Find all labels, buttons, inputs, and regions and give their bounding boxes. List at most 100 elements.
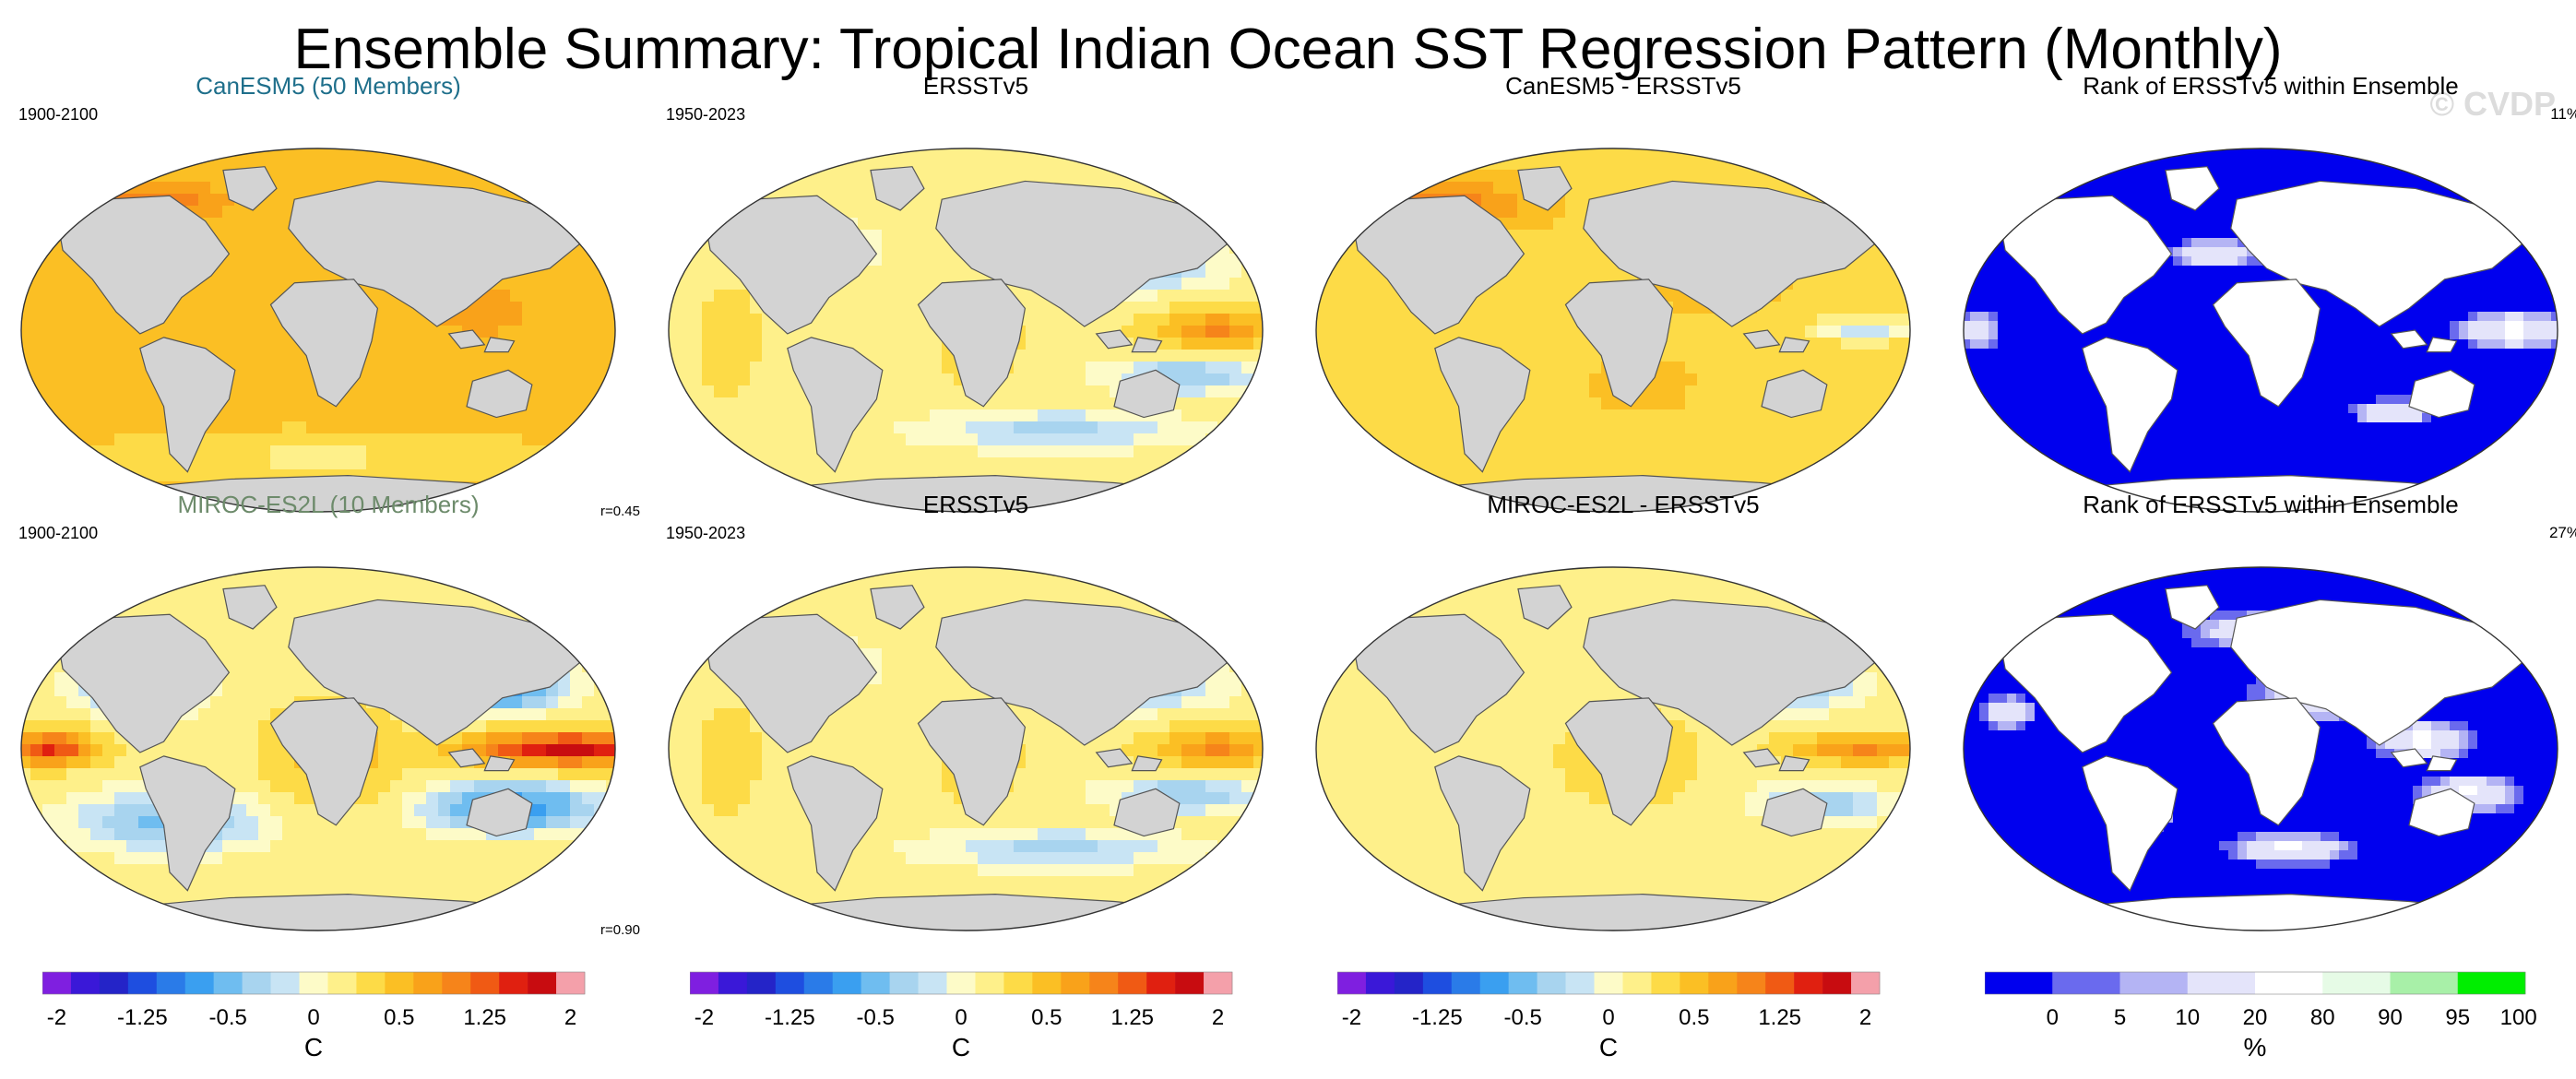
field-cell [1889,302,1902,314]
field-cell [354,397,367,410]
field-cell [2145,275,2155,285]
field-cell [738,385,751,398]
field-cell [138,397,151,410]
field-cell [378,445,391,458]
field-cell [294,362,307,374]
field-cell [870,290,883,302]
field-cell [870,158,883,171]
field-cell [882,266,895,279]
field-cell [1805,362,1818,374]
field-cell [306,170,319,183]
field-cell [1397,385,1410,398]
field-cell [786,374,799,386]
field-cell [1385,194,1398,207]
field-cell [894,421,907,434]
field-cell [906,148,919,159]
field-cell [1205,290,1218,302]
field-cell [882,148,895,159]
field-cell [1541,457,1554,470]
field-cell [1685,350,1698,362]
field-cell [378,385,391,398]
field-cell [726,362,739,374]
field-cell [1349,350,1362,362]
field-cell [2210,210,2220,220]
field-cell [1361,350,1374,362]
field-cell [1086,362,1098,374]
field-cell [1673,302,1686,314]
field-cell [486,421,499,434]
field-cell [1098,433,1110,446]
field-cell [1181,314,1194,326]
field-cell [258,445,271,458]
field-cell [1529,266,1542,279]
field-cell [438,409,451,422]
field-cell [2081,183,2091,193]
field-cell [2450,302,2460,313]
field-cell [186,182,199,195]
field-cell [102,421,115,434]
field-cell [2136,330,2146,340]
field-cell [2164,155,2174,165]
field-cell [2274,164,2285,174]
field-cell [510,290,523,302]
field-cell [21,338,31,350]
field-cell [1157,278,1170,290]
field-cell [1385,302,1398,314]
field-cell [1349,385,1362,398]
field-cell [834,314,847,326]
field-cell [2145,312,2155,322]
field-cell [558,314,571,326]
field-cell [966,148,979,159]
field-cell [2210,164,2220,174]
field-cell [1733,397,1746,410]
field-cell [222,290,235,302]
field-cell [198,290,211,302]
field-cell [294,254,307,267]
field-cell [1721,338,1734,350]
field-cell [738,374,751,386]
field-cell [2210,173,2220,184]
field-cell [1038,148,1051,159]
field-cell [1517,218,1530,231]
field-cell [1014,421,1027,434]
field-cell [1529,302,1542,314]
field-cell [462,469,475,482]
field-cell [2450,312,2460,322]
field-cell [1841,433,1854,446]
field-cell [762,397,775,410]
field-cell [1565,278,1578,290]
field-cell [2440,284,2451,294]
field-cell [2357,321,2368,331]
field-cell [402,433,415,446]
field-cell [222,457,235,470]
field-cell [1349,421,1362,434]
field-cell [2256,155,2266,165]
field-cell [1062,338,1074,350]
field-cell [942,421,955,434]
field-cell [834,170,847,183]
field-cell [2348,173,2358,184]
field-cell [1098,385,1110,398]
field-cell [1373,409,1386,422]
field-cell [414,385,427,398]
field-cell [438,457,451,470]
field-cell [2533,312,2543,322]
field-cell [1373,397,1386,410]
field-cell [1709,445,1722,458]
field-cell [669,374,679,386]
field-cell [390,457,403,470]
field-cell [1970,312,1980,322]
field-cell [1349,362,1362,374]
field-cell [1086,409,1098,422]
panel-ersstv5-top: ERSSTv5 1950-2023 [653,72,1299,513]
field-cell [546,433,559,446]
field-cell [330,409,343,422]
field-cell [534,350,547,362]
field-cell [1445,397,1458,410]
field-cell [1553,326,1566,338]
field-cell [1517,421,1530,434]
field-cell [2136,302,2146,313]
field-cell [1649,385,1662,398]
field-cell [258,314,271,326]
field-cell [1697,158,1710,171]
